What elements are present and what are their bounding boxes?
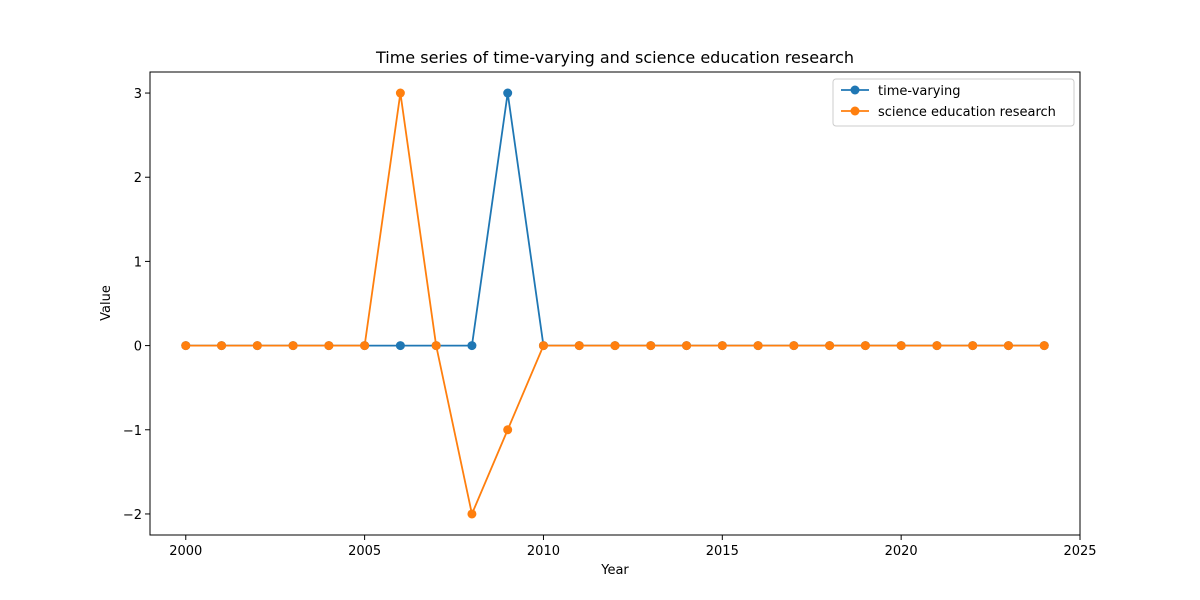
legend-marker-science-education-research: [850, 106, 860, 116]
data-point-science-education-research: [538, 341, 548, 351]
data-point-science-education-research: [181, 341, 191, 351]
data-point-science-education-research: [789, 341, 799, 351]
y-tick-label: 2: [134, 171, 142, 186]
chart-title: Time series of time-varying and science …: [375, 48, 854, 67]
data-point-science-education-research: [252, 341, 262, 351]
legend-label-science-education-research: science education research: [878, 105, 1056, 120]
y-tick-label: −1: [123, 424, 142, 439]
legend-label-time-varying: time-varying: [878, 84, 961, 99]
data-point-science-education-research: [1039, 341, 1049, 351]
data-point-science-education-research: [825, 341, 835, 351]
x-tick-label: 2010: [527, 544, 560, 559]
y-axis-label: Value: [99, 285, 114, 321]
x-tick-label: 2025: [1063, 544, 1096, 559]
data-point-science-education-research: [324, 341, 334, 351]
data-point-science-education-research: [288, 341, 298, 351]
data-point-science-education-research: [217, 341, 227, 351]
y-tick-label: 1: [134, 255, 142, 270]
legend-marker-time-varying: [850, 85, 860, 95]
data-point-time-varying: [395, 341, 405, 351]
y-tick-label: 0: [134, 340, 142, 355]
data-point-science-education-research: [360, 341, 370, 351]
data-point-science-education-research: [932, 341, 942, 351]
data-point-science-education-research: [467, 509, 477, 519]
data-point-science-education-research: [395, 88, 405, 98]
x-tick-label: 2020: [885, 544, 918, 559]
legend-box: [832, 78, 1075, 127]
data-point-science-education-research: [431, 341, 441, 351]
x-tick-label: 2000: [169, 544, 202, 559]
data-point-science-education-research: [717, 341, 727, 351]
data-point-science-education-research: [503, 425, 513, 435]
x-tick-label: 2005: [348, 544, 381, 559]
data-point-science-education-research: [968, 341, 978, 351]
data-point-science-education-research: [682, 341, 692, 351]
data-point-science-education-research: [1003, 341, 1013, 351]
data-point-science-education-research: [610, 341, 620, 351]
y-tick-label: 3: [134, 87, 142, 102]
data-point-science-education-research: [646, 341, 656, 351]
data-point-science-education-research: [574, 341, 584, 351]
legend: time-varying science education research: [832, 78, 1075, 127]
data-point-science-education-research: [860, 341, 870, 351]
plot-frame: [149, 71, 1081, 536]
data-point-time-varying: [503, 88, 513, 98]
y-tick-label: −2: [123, 508, 142, 523]
y-axis-ticks: −2 −1 0 1 2 3: [123, 87, 150, 523]
x-axis-ticks: 2000 2005 2010 2015 2020 2025: [169, 535, 1097, 559]
data-point-science-education-research: [896, 341, 906, 351]
series-science-education-research: [181, 88, 1049, 519]
data-point-science-education-research: [753, 341, 763, 351]
series-layer: [181, 88, 1049, 519]
x-axis-label: Year: [600, 563, 629, 578]
x-tick-label: 2015: [706, 544, 739, 559]
data-point-time-varying: [467, 341, 477, 351]
